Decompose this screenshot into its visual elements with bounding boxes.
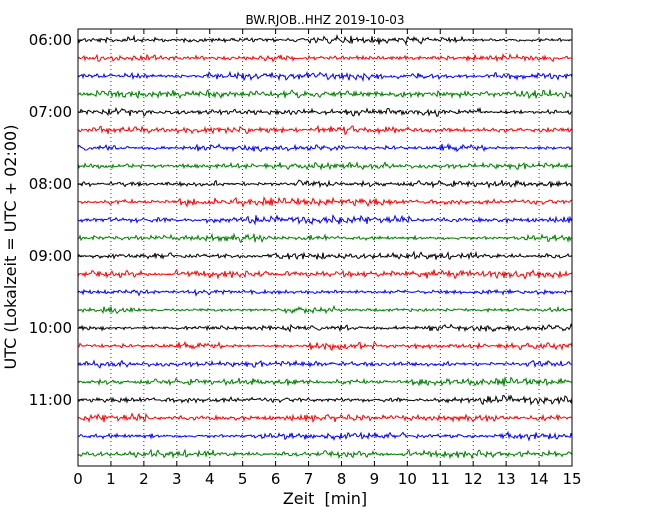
x-tick-label: 8	[337, 470, 347, 488]
plot-frame	[77, 28, 573, 467]
x-axis-ticks: 0 1 2 3 4 5 6 7 8 9 10 11 12 13 14 15	[73, 29, 582, 488]
trace-0600	[77, 34, 573, 47]
trace-1115	[77, 412, 573, 424]
x-tick-label: 4	[205, 470, 215, 488]
x-tick-label: 13	[497, 470, 516, 488]
trace-0815	[77, 195, 573, 208]
x-tick-label: 1	[106, 470, 116, 488]
x-tick-label: 15	[562, 470, 581, 488]
x-tick-label: 11	[431, 470, 450, 488]
x-tick-label: 3	[172, 470, 182, 488]
y-tick-label: 08:00	[29, 175, 72, 193]
trace-1130	[77, 430, 573, 442]
trace-1045	[77, 376, 573, 387]
trace-0745	[77, 161, 573, 171]
x-tick-label: 12	[464, 470, 483, 488]
y-axis-ticks: 06:00 07:00 08:00 09:00 10:00 11:00	[29, 31, 83, 409]
trace-1030	[77, 359, 573, 369]
trace-1100	[77, 394, 573, 406]
y-tick-label: 09:00	[29, 247, 72, 265]
x-tick-label: 6	[271, 470, 281, 488]
trace-0915	[77, 269, 573, 280]
x-tick-label: 7	[304, 470, 314, 488]
trace-0700	[77, 106, 573, 118]
x-tick-label: 9	[370, 470, 380, 488]
trace-1000	[77, 322, 573, 333]
trace-1015	[77, 340, 573, 351]
trace-0715	[77, 124, 573, 135]
y-tick-label: 10:00	[29, 319, 72, 337]
trace-0830	[77, 213, 573, 226]
x-tick-label: 0	[73, 470, 83, 488]
x-tick-label: 10	[398, 470, 417, 488]
y-tick-label: 06:00	[29, 31, 72, 49]
trace-0730	[77, 142, 573, 153]
x-tick-label: 14	[530, 470, 549, 488]
x-tick-label: 2	[139, 470, 149, 488]
y-tick-label: 07:00	[29, 103, 72, 121]
seismic-traces	[77, 34, 573, 460]
trace-0845	[77, 232, 573, 244]
trace-0900	[77, 250, 573, 261]
y-tick-label: 11:00	[29, 391, 72, 409]
trace-0615	[77, 52, 572, 63]
trace-0645	[77, 89, 573, 100]
trace-1145	[77, 448, 573, 460]
chart-title: BW.RJOB..HHZ 2019-10-03	[245, 13, 404, 27]
grid-lines	[110, 29, 540, 466]
trace-0630	[77, 70, 573, 83]
y-axis-label: UTC (Lokalzeit = UTC + 02:00)	[1, 125, 20, 370]
trace-0945	[77, 304, 573, 315]
trace-0930	[77, 288, 573, 297]
x-axis-label: Zeit [min]	[283, 489, 367, 508]
trace-0800	[77, 179, 573, 189]
x-tick-label: 5	[238, 470, 248, 488]
